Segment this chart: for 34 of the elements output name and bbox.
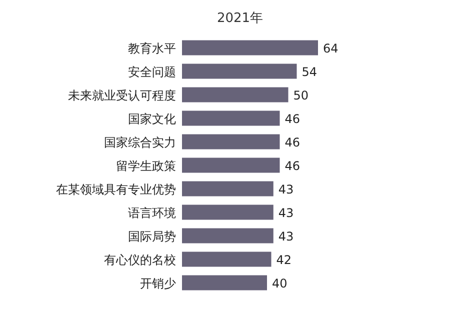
bar [182, 87, 288, 102]
data-label: 43 [278, 229, 294, 244]
bar [182, 181, 274, 196]
y-tick-label: 安全问题 [128, 64, 176, 79]
data-label: 42 [276, 252, 292, 267]
y-tick-label: 国家文化 [128, 112, 176, 126]
data-label: 46 [284, 135, 300, 150]
y-tick-label: 语言环境 [128, 206, 176, 220]
data-label: 64 [323, 41, 338, 56]
data-label: 43 [278, 206, 294, 220]
y-tick-label: 开销少 [140, 276, 176, 290]
chart-title: 2021年 [216, 11, 264, 26]
y-tick-label: 教育水平 [128, 41, 176, 56]
y-tick-label: 国家综合实力 [104, 135, 176, 150]
y-tick-label: 有心仪的名校 [104, 252, 176, 267]
bar [182, 158, 280, 173]
y-tick-label: 在某领域具有专业优势 [56, 182, 176, 196]
bar [182, 64, 297, 79]
bar [182, 40, 318, 56]
data-label: 50 [293, 88, 309, 102]
y-tick-label: 未来就业受认可程度 [68, 88, 176, 102]
bar [182, 252, 272, 267]
bar [182, 204, 274, 220]
bar [182, 110, 280, 126]
data-label: 46 [284, 112, 300, 126]
data-label: 54 [302, 64, 318, 79]
y-tick-label: 留学生政策 [116, 158, 176, 173]
data-label: 43 [278, 182, 294, 196]
bar [182, 275, 267, 290]
bar [182, 228, 274, 244]
y-tick-label: 国际局势 [128, 229, 176, 244]
bar [182, 134, 280, 150]
data-label: 46 [284, 158, 300, 173]
data-label: 40 [272, 276, 288, 290]
